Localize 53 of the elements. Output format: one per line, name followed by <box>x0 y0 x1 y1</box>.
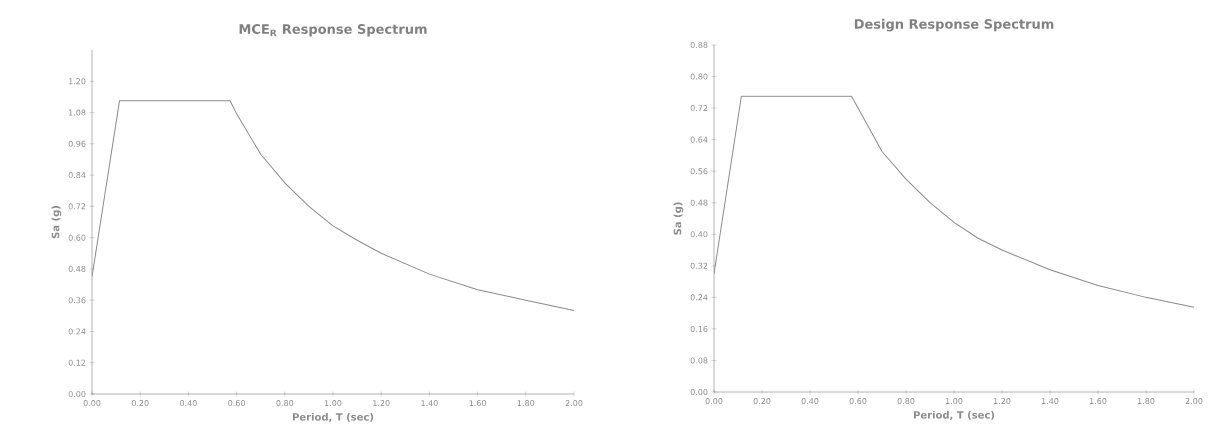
y-tick-label: 0.72 <box>68 203 86 210</box>
y-tick-label: 0.96 <box>68 140 86 147</box>
y-tick-label: 0.84 <box>68 172 86 179</box>
x-tick-label: 1.80 <box>1137 398 1155 405</box>
line-series <box>92 100 575 312</box>
x-tick-label: 1.20 <box>993 398 1011 405</box>
x-tick-label: 1.40 <box>1041 398 1059 405</box>
chart-title: MCE$_{R}$ Response Spectrum <box>239 24 427 37</box>
y-tick-label: 0.08 <box>690 357 708 364</box>
y-tick-label: 0.64 <box>690 136 708 143</box>
x-tick-label: 0.40 <box>180 400 197 407</box>
x-tick-label: 0.60 <box>849 398 867 405</box>
y-tick-label: 0.24 <box>68 328 86 335</box>
y-tick-label: 0.48 <box>68 265 86 272</box>
y-tick-label: 1.20 <box>69 78 86 85</box>
x-tick-label: 2.00 <box>565 400 583 407</box>
y-axis-title: Sa (g) <box>673 202 684 235</box>
x-tick-label: 1.00 <box>324 400 342 407</box>
x-tick-label: 0.20 <box>131 400 149 407</box>
y-axis-title: Sa (g) <box>51 205 62 239</box>
x-tick-label: 1.40 <box>421 400 438 407</box>
x-tick-label: 0.20 <box>753 398 771 405</box>
x-tick-label: 0.60 <box>228 400 245 407</box>
y-tick-label: 0.40 <box>690 231 708 238</box>
y-tick-label: 0.72 <box>690 105 708 112</box>
y-tick-label: 0.36 <box>68 297 86 304</box>
y-tick-label: 0.48 <box>690 199 708 206</box>
y-tick-label: 0.00 <box>690 388 708 396</box>
x-tick-label: 0.00 <box>705 398 723 405</box>
y-tick-label: 0.24 <box>690 294 708 301</box>
y-tick-label: 0.60 <box>68 234 86 241</box>
x-tick-label: 1.20 <box>373 400 390 407</box>
x-tick-label: 0.80 <box>276 400 294 407</box>
y-tick-label: 1.08 <box>69 109 86 116</box>
line-series <box>714 95 1195 308</box>
x-tick-label: 1.00 <box>945 398 963 405</box>
y-tick-label: 0.32 <box>690 262 708 269</box>
y-tick-label: 0.00 <box>68 390 86 398</box>
x-tick-label: 1.80 <box>517 400 535 407</box>
x-tick-label: 0.80 <box>897 398 915 405</box>
x-tick-label: 1.60 <box>1089 398 1107 405</box>
x-axis-title: Period, T (sec) <box>913 410 995 420</box>
x-tick-label: 0.40 <box>801 398 819 405</box>
chart-title: Design Response Spectrum <box>854 18 1054 32</box>
y-tick-label: 0.56 <box>690 168 708 175</box>
x-tick-label: 0.00 <box>83 400 101 407</box>
y-tick-label: 0.88 <box>690 41 708 49</box>
x-tick-label: 2.00 <box>1185 398 1203 405</box>
x-tick-label: 1.60 <box>469 400 486 407</box>
y-tick-label: 0.80 <box>690 73 708 80</box>
y-tick-label: 0.16 <box>690 325 708 332</box>
y-tick-label: 0.12 <box>68 359 86 366</box>
x-axis-title: Period, T (sec) <box>292 412 374 422</box>
